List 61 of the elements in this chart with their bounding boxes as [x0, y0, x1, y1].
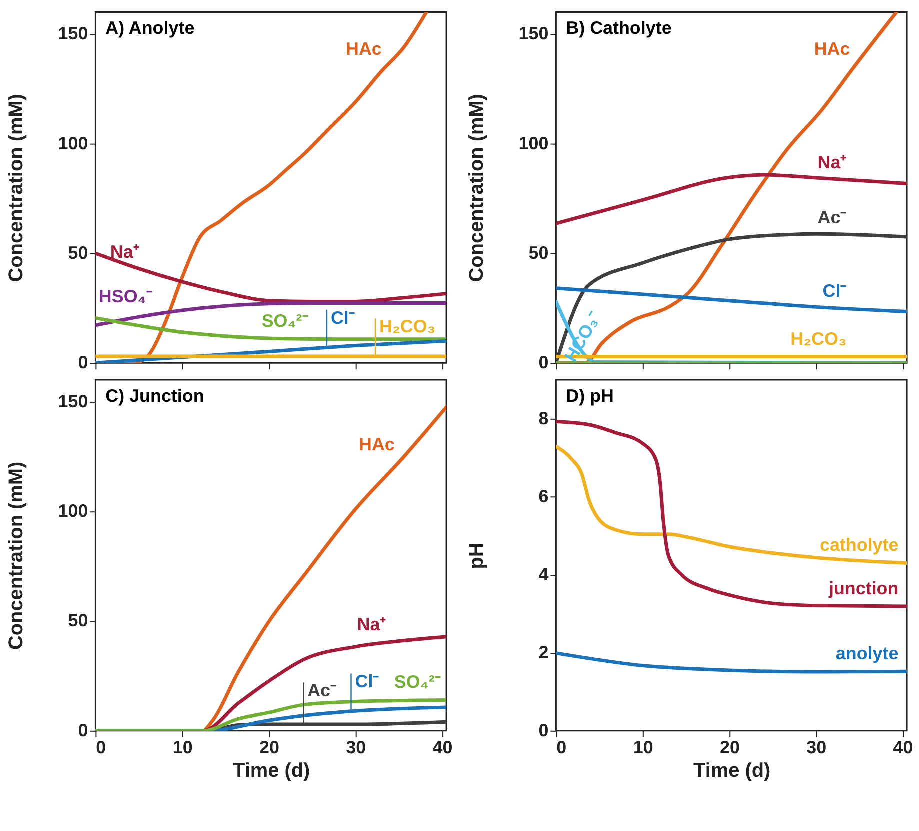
x-tick-label: 40	[432, 737, 453, 758]
y-axis-title: Concentration (mM)	[5, 94, 28, 282]
y-tick-label: 0	[538, 720, 549, 740]
y-axis-title: Concentration (mM)	[466, 94, 488, 282]
chart-title: D) pH	[566, 386, 614, 406]
annotation: Ac⁻	[308, 680, 337, 701]
y-tick-label: 0	[538, 352, 549, 373]
x-tick-label: 10	[172, 737, 193, 758]
y-tick-label: 0	[78, 352, 88, 373]
y-tick-label: 150	[58, 24, 88, 44]
y-axis-title: Concentration (mM)	[5, 462, 28, 650]
line-series	[556, 444, 908, 566]
y-tick-label: 8	[538, 408, 549, 429]
y-tick-label: 2	[538, 642, 549, 662]
annotation: catholyte	[820, 534, 899, 555]
x-tick-label: 20	[720, 737, 740, 758]
annotation: HAc	[346, 39, 382, 60]
annotation: HAc	[814, 39, 850, 60]
x-tick-label: 10	[633, 737, 654, 758]
x-tick-label: 20	[259, 737, 280, 758]
line-series	[556, 420, 908, 608]
y-tick-label: 50	[68, 242, 88, 263]
annotation: Cl⁻	[330, 308, 355, 328]
y-tick-label: 50	[68, 610, 88, 631]
line-series	[556, 232, 908, 364]
y-tick-label: 100	[518, 133, 549, 154]
y-axis-title: pH	[466, 542, 488, 570]
x-tick-label: 30	[346, 737, 366, 758]
annotation: SO₄²⁻	[262, 311, 308, 332]
annotation: SO₄²⁻	[394, 672, 441, 692]
x-tick-label: 30	[806, 737, 827, 758]
line-series	[556, 173, 908, 226]
y-tick-label: 4	[538, 564, 549, 584]
y-tick-label: 6	[538, 486, 549, 506]
y-tick-label: 50	[528, 242, 549, 263]
x-tick-label: 0	[96, 737, 106, 758]
y-tick-label: 150	[58, 391, 88, 412]
x-tick-label: 40	[893, 737, 914, 758]
annotation: Na⁺	[818, 152, 847, 172]
annotation: Cl⁻	[355, 672, 380, 692]
annotation: HSO₄⁻	[98, 286, 152, 306]
x-axis-title: Time (d)	[233, 760, 310, 782]
annotation: anolyte	[836, 644, 899, 664]
chart-title: A) Anolyte	[106, 18, 195, 38]
x-axis-title: Time (d)	[694, 760, 771, 782]
annotation: Cl⁻	[822, 280, 847, 301]
x-tick-label: 0	[556, 737, 567, 758]
chart-title: B) Catholyte	[566, 18, 672, 38]
annotation: H₂CO₃	[379, 316, 436, 337]
y-tick-label: 100	[58, 133, 88, 154]
y-tick-label: 0	[78, 720, 88, 740]
annotation: Na⁺	[357, 614, 386, 635]
annotation: Ac⁻	[818, 207, 847, 228]
line-series	[96, 698, 447, 731]
y-tick-label: 100	[58, 501, 88, 522]
annotation: Na⁺	[110, 242, 140, 262]
annotation: junction	[828, 578, 899, 599]
chart-title: C) Junction	[106, 386, 204, 406]
annotation: H₂CO₃	[790, 328, 847, 349]
y-tick-label: 150	[518, 24, 549, 44]
annotation: HAc	[359, 434, 395, 455]
